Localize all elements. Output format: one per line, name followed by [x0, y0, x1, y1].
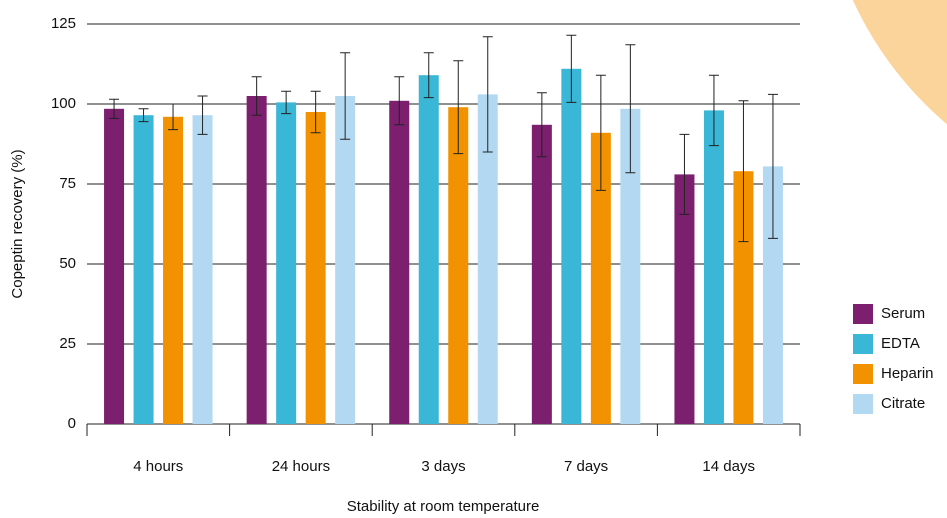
error-bar: [679, 133, 690, 215]
error-bar: [197, 95, 208, 135]
error-bar: [536, 92, 547, 158]
x-tick-label: 7 days: [564, 458, 608, 475]
error-bar: [340, 52, 351, 140]
legend-swatch: [853, 334, 873, 354]
y-tick-label: 50: [59, 255, 76, 272]
bar: [192, 115, 213, 424]
bar: [246, 96, 267, 424]
x-tick-label: 24 hours: [272, 458, 330, 475]
legend-label: Heparin: [881, 365, 934, 382]
decoration: [852, 0, 947, 125]
bar: [531, 124, 552, 425]
x-tick-label: 14 days: [702, 458, 755, 475]
x-tick-label: 4 hours: [133, 458, 183, 475]
error-bar: [482, 36, 493, 153]
legend-label: EDTA: [881, 335, 920, 352]
y-tick-label: 25: [59, 335, 76, 352]
error-bar: [708, 74, 719, 147]
error-bar: [767, 93, 778, 239]
error-bar: [138, 108, 149, 123]
bar: [276, 102, 297, 425]
error-bar: [423, 52, 434, 99]
error-bar: [738, 100, 749, 243]
legend-swatch: [853, 304, 873, 324]
error-bar: [453, 60, 464, 155]
error-bar: [566, 34, 577, 103]
legend-swatch: [853, 364, 873, 384]
bar: [305, 112, 326, 424]
bar: [590, 132, 611, 425]
bar: [335, 96, 356, 424]
bar: [561, 68, 582, 425]
y-tick-label: 100: [51, 95, 76, 112]
y-tick-label: 75: [59, 175, 76, 192]
bar: [703, 110, 724, 425]
error-bar: [251, 76, 262, 116]
error-bar: [281, 90, 292, 115]
bar: [163, 116, 184, 425]
x-axis-title: Stability at room temperature: [347, 498, 540, 515]
bar: [448, 107, 469, 424]
bar: [389, 100, 410, 425]
legend-label: Serum: [881, 305, 925, 322]
bar: [104, 108, 125, 425]
legend-swatch: [853, 394, 873, 414]
legend-label: Citrate: [881, 395, 925, 412]
error-bar: [595, 74, 606, 191]
bar: [733, 171, 754, 424]
bar: [477, 94, 498, 425]
bar: [418, 75, 439, 424]
error-bar: [394, 76, 405, 126]
bar: [620, 108, 641, 425]
error-bar: [109, 98, 120, 119]
x-tick-label: 3 days: [421, 458, 465, 475]
error-bar: [310, 90, 321, 134]
error-bar: [625, 44, 636, 174]
y-axis-title: Copeptin recovery (%): [9, 149, 26, 298]
y-tick-label: 0: [68, 415, 76, 432]
bar: [762, 166, 783, 424]
y-tick-label: 125: [51, 15, 76, 32]
error-bar: [168, 103, 179, 131]
bar: [674, 174, 695, 424]
bar: [133, 115, 154, 424]
